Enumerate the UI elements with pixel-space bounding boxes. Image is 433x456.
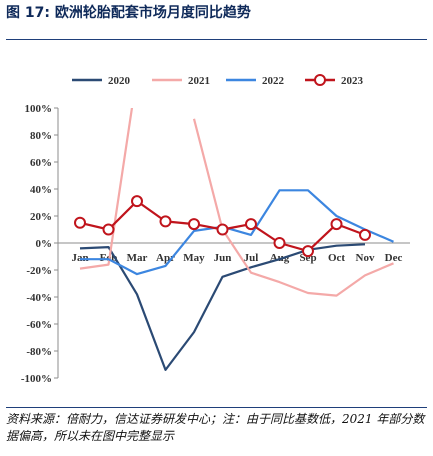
x-tick-label: Jun [214, 252, 232, 264]
data-point-2023 [330, 218, 343, 231]
series-line-2022 [80, 189, 394, 276]
line-chart: 100% 80% 60% 40% 20% 0% -20% -40% -60% -80% -100% J… [21, 74, 410, 385]
y-tick-label: 0% [36, 238, 53, 250]
x-tick-label: Jan [71, 252, 88, 264]
y-tick-label: -100% [21, 373, 52, 385]
series-line-2020 [79, 243, 366, 371]
y-tick-label: 60% [30, 157, 52, 169]
series-line-2021 [79, 108, 134, 270]
legend-marker-2023 [314, 74, 326, 86]
series-line-2021 [192, 118, 394, 297]
data-point-2023 [302, 245, 314, 258]
x-tick-label: Dec [385, 252, 403, 264]
y-tick-label: 40% [30, 184, 52, 196]
legend-label-2021: 2021 [188, 75, 210, 87]
x-tick-label: Oct [328, 252, 345, 264]
legend-label-2020: 2020 [108, 75, 131, 87]
title-divider [6, 39, 427, 40]
y-tick-label: -40% [26, 292, 52, 304]
legend-label-2023: 2023 [341, 75, 364, 87]
data-point-2023 [102, 223, 115, 236]
data-point-2023 [74, 216, 86, 229]
x-tick-label: May [183, 252, 205, 264]
y-tick-label: 20% [30, 211, 52, 223]
data-point-2023 [273, 237, 286, 249]
legend-label-2022: 2022 [262, 75, 285, 87]
y-tick-label: -20% [26, 265, 52, 277]
figure-title: 图 17: 欧洲轮胎配套市场月度同比趋势 [6, 5, 251, 21]
data-point-2023 [188, 218, 200, 231]
y-tick-label: -80% [26, 346, 52, 358]
data-point-2023 [359, 228, 371, 241]
data-point-2023 [159, 215, 172, 228]
data-point-2023 [131, 195, 143, 208]
y-tick-label: 100% [25, 103, 53, 115]
y-tick-label: -60% [26, 319, 52, 331]
source-note: 资料来源：倍耐力，信达证券研发中心；注：由于同比基数低，2021 年部分数据偏高… [6, 412, 425, 443]
x-tick-label: Jul [244, 252, 259, 264]
data-point-2023 [216, 223, 229, 236]
x-tick-label: Nov [356, 252, 375, 264]
data-point-2023 [245, 218, 257, 231]
source-divider [6, 407, 427, 408]
y-tick-label: 80% [30, 130, 52, 142]
x-tick-label: Mar [127, 252, 148, 264]
